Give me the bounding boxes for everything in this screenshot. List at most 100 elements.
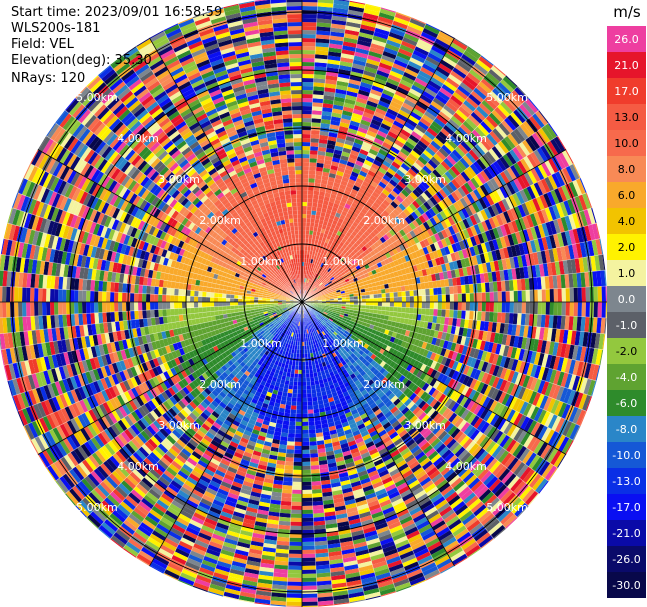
- velocity-gate: [326, 180, 335, 187]
- velocity-gate: [450, 325, 457, 335]
- velocity-gate: [367, 218, 375, 225]
- velocity-gate: [322, 288, 327, 292]
- velocity-gate: [321, 279, 326, 284]
- velocity-gate: [314, 264, 319, 270]
- velocity-gate: [405, 156, 416, 166]
- velocity-gate: [462, 218, 471, 229]
- velocity-gate: [349, 256, 355, 262]
- velocity-gate: [302, 78, 314, 83]
- velocity-gate: [565, 165, 577, 182]
- velocity-gate: [496, 432, 507, 446]
- velocity-gate: [554, 261, 561, 276]
- velocity-gate: [287, 577, 302, 582]
- velocity-gate: [429, 243, 437, 252]
- velocity-gate: [421, 63, 436, 74]
- velocity-gate: [497, 140, 510, 154]
- velocity-gate: [582, 394, 592, 411]
- velocity-gate: [380, 337, 386, 344]
- velocity-gate: [362, 141, 372, 149]
- velocity-gate: [314, 289, 319, 293]
- velocity-gate: [432, 137, 444, 148]
- velocity-gate: [338, 302, 342, 305]
- velocity-gate: [457, 383, 466, 394]
- velocity-gate: [476, 105, 489, 119]
- velocity-gate: [281, 496, 292, 502]
- velocity-gate: [302, 445, 310, 450]
- velocity-gate: [522, 139, 534, 154]
- velocity-gate: [385, 292, 390, 298]
- velocity-gate: [413, 307, 418, 315]
- velocity-gate: [302, 441, 310, 446]
- velocity-gate: [350, 188, 359, 196]
- velocity-gate: [592, 317, 598, 333]
- velocity-gate: [376, 271, 382, 278]
- velocity-gate: [503, 223, 512, 236]
- velocity-gate: [432, 280, 438, 289]
- velocity-gate: [320, 272, 325, 278]
- velocity-gate: [436, 212, 444, 222]
- velocity-gate: [435, 134, 447, 145]
- velocity-gate: [333, 100, 345, 107]
- velocity-gate: [448, 278, 454, 287]
- velocity-gate: [460, 140, 472, 153]
- velocity-gate: [323, 196, 330, 202]
- velocity-gate: [441, 173, 452, 184]
- velocity-gate: [324, 87, 336, 93]
- velocity-gate: [384, 185, 393, 194]
- velocity-gate: [365, 155, 375, 163]
- velocity-gate: [602, 254, 606, 271]
- velocity-gate: [398, 166, 408, 175]
- velocity-gate: [302, 469, 311, 474]
- velocity-gate: [576, 227, 584, 243]
- velocity-gate: [513, 178, 523, 192]
- velocity-gate: [291, 497, 302, 502]
- velocity-gate: [330, 276, 335, 281]
- velocity-gate: [546, 140, 559, 156]
- velocity-gate: [408, 350, 416, 359]
- velocity-gate: [427, 274, 433, 282]
- velocity-gate: [550, 189, 560, 205]
- velocity-gate: [487, 321, 493, 332]
- velocity-gate: [487, 205, 496, 218]
- velocity-gate: [462, 327, 468, 337]
- velocity-gate: [386, 358, 393, 366]
- velocity-gate: [357, 152, 368, 160]
- velocity-gate: [506, 424, 517, 438]
- velocity-gate: [568, 406, 579, 423]
- velocity-gate: [307, 186, 315, 191]
- velocity-gate: [341, 49, 356, 56]
- velocity-gate: [332, 280, 337, 284]
- velocity-gate: [572, 408, 583, 424]
- velocity-gate: [358, 254, 364, 260]
- velocity-gate: [380, 163, 390, 172]
- velocity-gate: [447, 400, 457, 411]
- velocity-gate: [412, 376, 420, 385]
- velocity-gate: [340, 197, 348, 204]
- velocity-gate: [314, 178, 322, 184]
- velocity-gate: [334, 269, 340, 275]
- velocity-gate: [365, 173, 374, 181]
- velocity-gate: [523, 172, 534, 186]
- velocity-gate: [382, 356, 390, 364]
- velocity-gate: [378, 166, 387, 175]
- velocity-gate: [595, 238, 603, 256]
- velocity-gate: [323, 311, 328, 315]
- velocity-gate: [372, 211, 380, 219]
- velocity-gate: [494, 106, 508, 120]
- velocity-gate: [554, 400, 564, 416]
- velocity-gate: [557, 402, 568, 418]
- velocity-gate: [488, 375, 497, 387]
- velocity-gate: [363, 70, 377, 78]
- velocity-gate: [498, 200, 507, 213]
- velocity-gate: [429, 329, 435, 338]
- velocity-gate: [317, 223, 323, 229]
- velocity-gate: [383, 279, 389, 285]
- velocity-gate: [425, 253, 432, 262]
- velocity-gate: [422, 149, 434, 160]
- velocity-gate: [385, 352, 393, 359]
- velocity-gate: [309, 271, 312, 276]
- velocity-gate: [297, 377, 302, 382]
- velocity-gate: [446, 325, 453, 334]
- velocity-gate: [484, 241, 492, 253]
- velocity-gate: [470, 357, 477, 368]
